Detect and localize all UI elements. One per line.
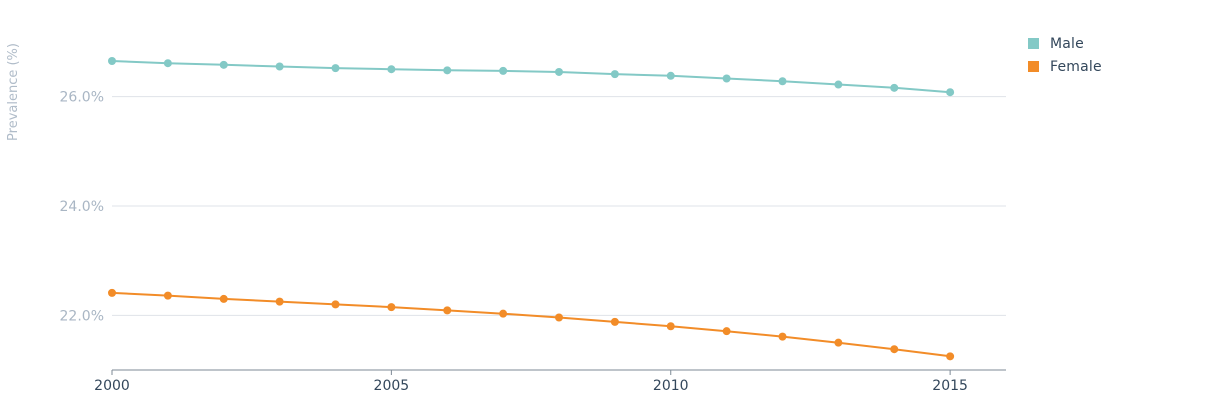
data-point-male	[555, 67, 563, 76]
data-point-female	[443, 306, 452, 315]
data-point-male	[219, 60, 228, 69]
data-point-male	[443, 66, 452, 75]
data-point-female	[555, 313, 563, 322]
data-point-female	[834, 338, 843, 347]
data-point-male	[722, 74, 731, 83]
gridlines	[112, 96, 1006, 316]
x-tick-label: 2005	[374, 378, 410, 394]
legend-swatch-female	[1028, 61, 1039, 72]
data-point-female	[722, 327, 731, 336]
data-point-male	[499, 66, 508, 75]
y-tick-label: 22.0%	[60, 308, 104, 324]
data-point-female	[778, 332, 787, 341]
series-lines	[108, 57, 955, 361]
legend-item-male[interactable]: Male	[1028, 32, 1102, 55]
data-point-female	[610, 317, 619, 326]
data-point-male	[890, 83, 899, 92]
series-line-male	[111, 60, 951, 94]
data-point-female	[108, 288, 116, 297]
data-point-male	[778, 77, 787, 86]
data-point-female	[163, 291, 172, 300]
y-axis-label: Prevalence (%)	[6, 43, 21, 141]
x-tick-label: 2015	[932, 378, 968, 394]
data-point-female	[219, 294, 228, 303]
legend: Male Female	[1028, 32, 1102, 78]
legend-item-female[interactable]: Female	[1028, 55, 1102, 78]
y-tick-label: 24.0%	[60, 199, 104, 215]
data-point-female	[275, 297, 284, 306]
y-tick-label: 26.0%	[60, 90, 104, 106]
legend-label: Male	[1050, 35, 1084, 52]
data-point-female	[499, 309, 508, 318]
data-point-male	[666, 71, 675, 80]
x-axis: 2000 2005 2010 2015	[94, 369, 1006, 394]
data-point-female	[387, 303, 396, 312]
data-point-female	[666, 322, 675, 331]
data-point-male	[108, 57, 116, 66]
data-point-male	[275, 62, 284, 71]
data-point-male	[834, 80, 843, 89]
data-point-male	[610, 70, 619, 79]
series-line-female	[111, 291, 951, 358]
data-point-male	[331, 64, 340, 73]
x-tick-label: 2010	[653, 378, 689, 394]
x-tick-label: 2000	[94, 378, 130, 394]
data-point-female	[946, 352, 955, 361]
data-point-male	[387, 65, 396, 74]
data-point-male	[946, 88, 955, 97]
legend-swatch-male	[1028, 38, 1039, 49]
data-point-female	[331, 300, 340, 309]
legend-label: Female	[1050, 58, 1102, 75]
data-point-female	[890, 345, 899, 354]
y-tick-labels: 22.0% 24.0% 26.0%	[60, 90, 104, 325]
data-point-male	[163, 59, 172, 68]
